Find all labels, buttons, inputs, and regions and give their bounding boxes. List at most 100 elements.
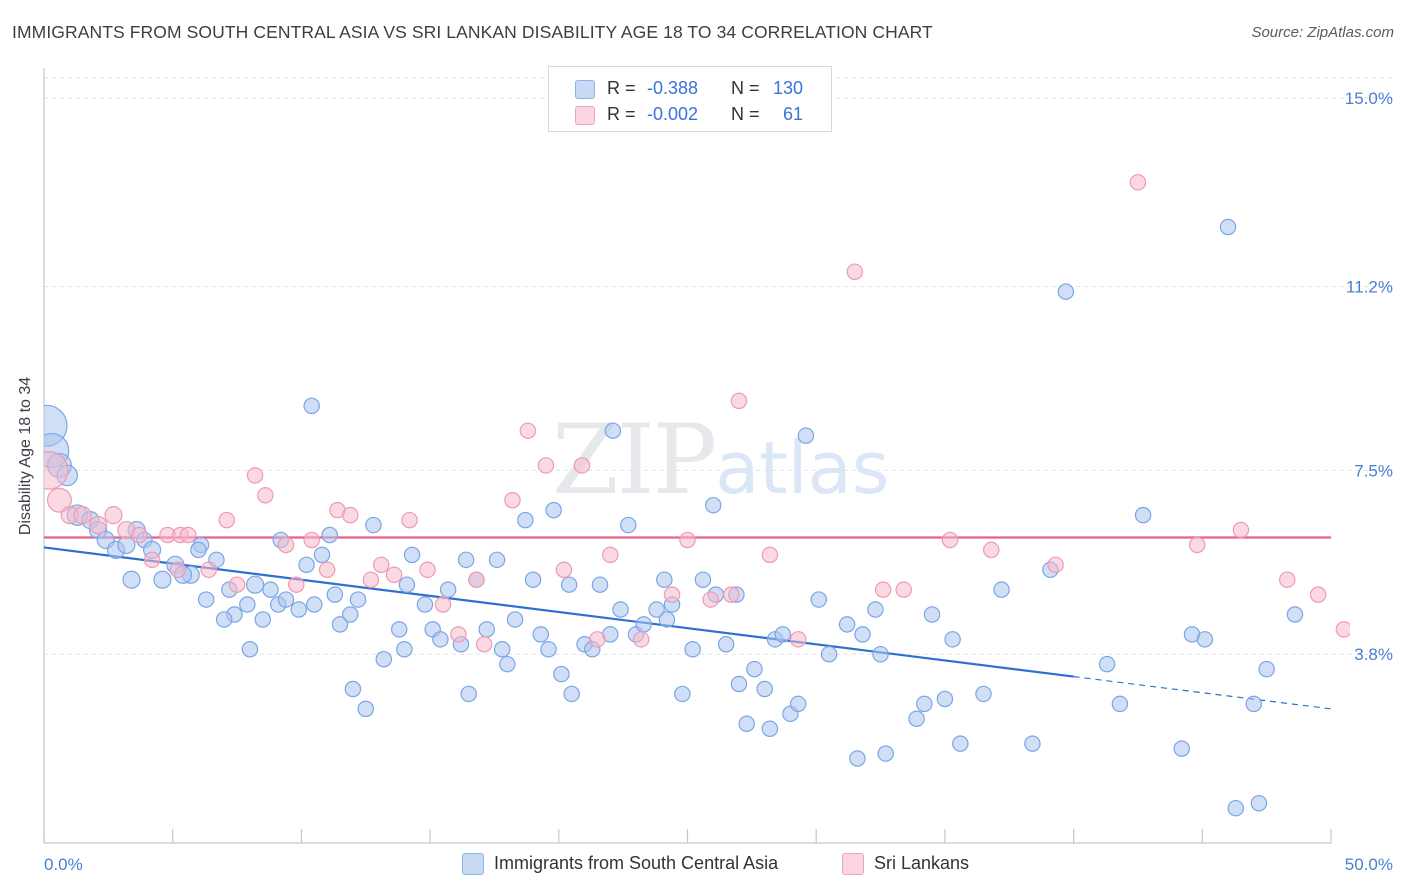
point-sri-lankans — [632, 631, 650, 648]
point-south-central-asia — [321, 526, 338, 544]
point-south-central-asia — [635, 616, 652, 633]
point-south-central-asia — [810, 591, 828, 608]
point-sri-lankans — [846, 263, 864, 280]
point-sri-lankans — [342, 506, 359, 524]
point-sri-lankans — [730, 392, 748, 410]
point-sri-lankans — [303, 531, 320, 549]
point-south-central-asia — [923, 606, 941, 623]
point-south-central-asia — [306, 596, 323, 613]
point-south-central-asia — [506, 611, 524, 628]
point-south-central-asia — [704, 496, 722, 514]
point-sri-lankans — [130, 526, 148, 544]
legend-label: Sri Lankans — [874, 853, 970, 873]
point-sri-lankans — [589, 631, 606, 648]
point-sri-lankans — [277, 536, 295, 554]
point-south-central-asia — [936, 690, 954, 708]
x-tick-label: 50.0% — [1345, 855, 1393, 874]
point-south-central-asia — [1245, 695, 1263, 713]
point-south-central-asia — [239, 596, 256, 613]
gridlines — [44, 77, 1392, 655]
point-south-central-asia — [245, 575, 265, 594]
point-south-central-asia — [908, 710, 925, 728]
point-sri-lankans — [73, 506, 92, 525]
point-south-central-asia — [398, 576, 416, 593]
point-south-central-asia — [1173, 740, 1190, 757]
point-south-central-asia — [674, 685, 691, 703]
point-south-central-asia — [738, 715, 755, 733]
point-sri-lankans — [362, 571, 380, 588]
point-south-central-asia — [499, 655, 516, 673]
legend-label: Immigrants from South Central Asia — [494, 853, 779, 873]
point-sri-lankans — [88, 515, 108, 535]
point-south-central-asia — [560, 576, 578, 593]
point-sri-lankans — [419, 561, 436, 579]
y-tick-label: 3.8% — [1354, 645, 1393, 664]
point-sri-lankans — [723, 586, 740, 603]
point-sri-lankans — [475, 636, 493, 653]
point-south-central-asia — [326, 586, 344, 603]
point-south-central-asia — [122, 570, 141, 589]
point-south-central-asia — [789, 695, 807, 713]
point-south-central-asia — [478, 621, 495, 638]
point-south-central-asia — [545, 501, 562, 519]
point-south-central-asia — [1250, 795, 1268, 812]
legend-row-south-central-asia: R = -0.388 N = 130 — [549, 75, 831, 103]
point-south-central-asia — [190, 541, 207, 559]
point-south-central-asia — [916, 695, 933, 713]
point-south-central-asia — [298, 556, 315, 574]
point-south-central-asia — [993, 581, 1010, 598]
x-tick-label: 0.0% — [44, 855, 83, 874]
point-south-central-asia — [277, 591, 295, 608]
point-south-central-asia — [439, 581, 457, 598]
series-legend: Immigrants from South Central Asia Sri L… — [0, 852, 1406, 878]
point-south-central-asia — [820, 645, 838, 663]
point-south-central-asia — [357, 700, 375, 718]
point-sri-lankans — [1129, 174, 1147, 191]
point-sri-lankans — [1047, 556, 1064, 574]
point-south-central-asia — [612, 601, 629, 618]
point-south-central-asia — [342, 606, 359, 623]
point-sri-lankans — [573, 457, 591, 474]
point-sri-lankans — [44, 451, 69, 490]
legend-row-sri-lankans: R = -0.002 N = 61 — [549, 101, 831, 129]
point-sri-lankans — [246, 467, 264, 484]
point-south-central-asia — [620, 516, 637, 534]
point-sri-lankans — [385, 566, 403, 584]
point-south-central-asia — [797, 427, 815, 444]
point-south-central-asia — [1111, 695, 1129, 713]
point-sri-lankans — [761, 546, 779, 564]
point-south-central-asia — [838, 616, 856, 633]
source-credit: Source: ZipAtlas.com — [1251, 24, 1394, 41]
point-sri-lankans — [982, 541, 1000, 559]
point-south-central-asia — [532, 626, 550, 643]
point-sri-lankans — [468, 571, 485, 588]
point-south-central-asia — [563, 685, 580, 703]
point-sri-lankans — [257, 487, 274, 504]
trend-lines — [43, 536, 1332, 710]
point-sri-lankans — [450, 626, 467, 643]
point-south-central-asia — [952, 735, 969, 752]
point-south-central-asia — [1024, 735, 1041, 752]
point-sri-lankans — [401, 511, 418, 529]
point-south-central-asia — [694, 571, 712, 588]
point-south-central-asia — [604, 422, 622, 439]
point-south-central-asia — [254, 611, 272, 628]
point-south-central-asia — [331, 616, 349, 633]
point-south-central-asia — [553, 665, 570, 683]
point-south-central-asia — [517, 511, 534, 529]
point-south-central-asia — [854, 626, 871, 643]
point-south-central-asia — [1219, 218, 1237, 236]
point-south-central-asia — [1098, 655, 1116, 673]
point-sri-lankans — [288, 576, 305, 593]
point-south-central-asia — [656, 571, 673, 588]
point-south-central-asia — [396, 641, 413, 658]
point-sri-lankans — [434, 596, 452, 613]
legend-n-value: 61 — [782, 104, 803, 124]
point-south-central-asia — [746, 660, 763, 678]
point-south-central-asia — [774, 626, 791, 643]
point-south-central-asia — [591, 576, 609, 593]
point-south-central-asia — [241, 641, 259, 658]
point-south-central-asia — [432, 631, 449, 648]
point-south-central-asia — [1286, 606, 1304, 623]
point-south-central-asia — [944, 631, 961, 648]
